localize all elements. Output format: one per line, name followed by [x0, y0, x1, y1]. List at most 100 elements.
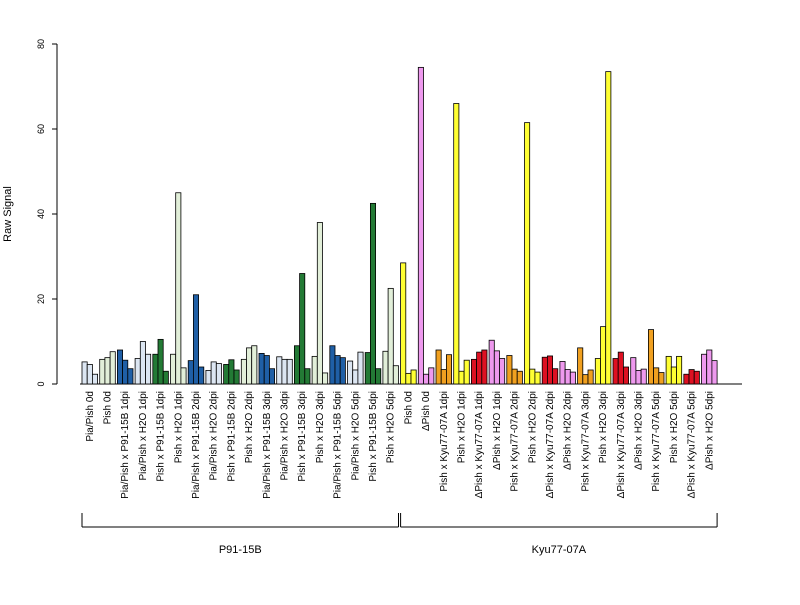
bar — [92, 373, 99, 385]
x-tick-label: Pia/Pish 0d — [85, 391, 96, 442]
bar — [369, 202, 376, 385]
bar — [605, 71, 612, 385]
bar — [99, 358, 106, 385]
bar — [458, 370, 465, 385]
x-tick-label: Pish x H2O 3dpi — [598, 391, 609, 463]
bar — [109, 351, 116, 385]
y-tick-label: 60 — [36, 124, 46, 134]
x-tick-label: Pish 0d — [403, 391, 414, 424]
bar — [701, 353, 708, 385]
bar — [145, 353, 152, 385]
bar — [139, 341, 146, 385]
bar — [423, 373, 430, 385]
bar — [499, 358, 506, 385]
x-tick-label: Pish x H2O 5dpi — [669, 391, 680, 463]
bar — [375, 368, 382, 385]
x-tick-label: Pish 0d — [103, 391, 114, 424]
bar — [417, 66, 424, 385]
bar — [428, 367, 435, 385]
bar — [246, 347, 253, 385]
bar — [215, 363, 222, 385]
bar — [453, 103, 460, 385]
bar — [170, 353, 177, 385]
bar — [339, 357, 346, 385]
x-tick-label: ΔPish x H2O 1dpi — [492, 391, 503, 470]
bar — [205, 369, 212, 385]
x-tick-label: Pish x Kyu77-07A 5dpi — [651, 391, 662, 492]
x-tick-label: ΔPish x Kyu77-07A 3dpi — [616, 391, 627, 498]
bar — [400, 262, 407, 385]
bar — [612, 358, 619, 385]
bar — [134, 358, 141, 385]
bar — [268, 368, 275, 385]
bar — [516, 370, 523, 385]
x-tick-label: Pia/Pish x P91-15B 1dpi — [120, 391, 131, 499]
x-tick-label: Pish x H2O 2dpi — [527, 391, 538, 463]
bar — [187, 360, 194, 385]
x-tick-label: Pish x H2O 1dpi — [457, 391, 468, 463]
bar — [405, 372, 412, 385]
bar — [251, 345, 258, 385]
bar — [640, 368, 647, 385]
x-tick-label: ΔPish x Kyu77-07A 5dpi — [687, 391, 698, 498]
x-tick-label: ΔPish 0d — [421, 391, 432, 431]
bar — [534, 371, 541, 385]
x-tick-label: Pia/Pish x P91-15B 2dpi — [191, 391, 202, 499]
bar — [304, 368, 311, 385]
bar — [162, 370, 169, 385]
bar — [258, 352, 265, 385]
x-tick-label: ΔPish x Kyu77-07A 2dpi — [545, 391, 556, 498]
bar — [594, 358, 601, 385]
bar — [122, 359, 129, 385]
bar — [152, 353, 159, 385]
bar — [81, 361, 88, 385]
bar — [670, 366, 677, 385]
y-axis-label: Raw Signal — [2, 186, 14, 242]
y-tick-label: 80 — [36, 39, 46, 49]
x-tick-label: Pish x P91-15B 3dpi — [297, 391, 308, 482]
bar — [233, 369, 240, 385]
bar — [192, 294, 199, 385]
bar — [617, 351, 624, 385]
bar — [541, 356, 548, 385]
x-tick-label: Pia/Pish x H2O 2dpi — [209, 391, 220, 481]
bar — [157, 338, 164, 385]
bar — [311, 355, 318, 385]
x-tick-label: ΔPish x H2O 3dpi — [634, 391, 645, 470]
bar — [600, 326, 607, 385]
x-tick-label: Pish x Kyu77-07A 1dpi — [439, 391, 450, 492]
bar — [198, 366, 205, 385]
bar — [529, 368, 536, 385]
bar — [658, 372, 665, 385]
group-label: Kyu77-07A — [532, 544, 587, 556]
bar — [117, 349, 124, 385]
x-tick-label: Pish x Kyu77-07A 3dpi — [580, 391, 591, 492]
bar — [569, 371, 576, 385]
bar — [387, 287, 394, 385]
bar — [316, 222, 323, 385]
x-tick-label: Pish x H2O 2dpi — [244, 391, 255, 463]
bar — [276, 356, 283, 385]
bar — [263, 355, 270, 385]
bar — [329, 345, 336, 385]
bar — [435, 349, 442, 385]
bar — [506, 355, 513, 385]
bar — [552, 368, 559, 385]
bar — [683, 373, 690, 385]
y-tick-label: 20 — [36, 294, 46, 304]
bar — [577, 347, 584, 385]
bar — [281, 358, 288, 385]
x-tick-label: ΔPish x H2O 5dpi — [704, 391, 715, 470]
bar — [175, 192, 182, 385]
bar — [511, 368, 518, 385]
x-tick-label: Pish x P91-15B 2dpi — [226, 391, 237, 482]
bar — [476, 351, 483, 385]
x-tick-label: ΔPish x Kyu77-07A 1dpi — [474, 391, 485, 498]
bar — [299, 273, 306, 385]
x-tick-label: Pish x H2O 5dpi — [386, 391, 397, 463]
x-tick-label: ΔPish x H2O 2dpi — [563, 391, 574, 470]
bar — [322, 372, 329, 385]
bar — [410, 369, 417, 385]
bar — [210, 361, 217, 385]
